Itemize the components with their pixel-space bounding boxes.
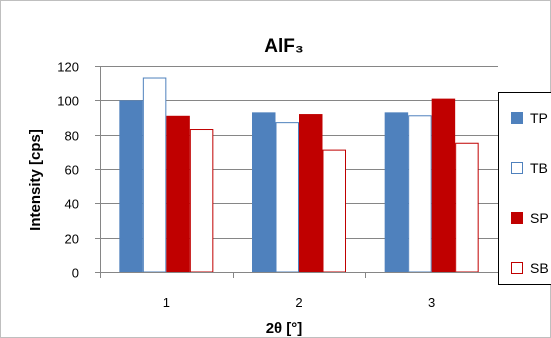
chart-title: AlF₃ xyxy=(264,36,303,57)
bars xyxy=(119,77,479,273)
x-tick-label: 2 xyxy=(295,295,302,310)
legend-label-tb: TB xyxy=(530,160,548,176)
y-tick-label: 80 xyxy=(65,129,79,144)
bar-sb xyxy=(189,129,214,273)
bar-sp xyxy=(299,114,323,272)
x-axis-title: 2θ [°] xyxy=(266,320,303,337)
y-tick-label: 100 xyxy=(57,94,79,109)
legend-swatch-sb xyxy=(511,262,523,274)
bar-sb xyxy=(322,149,346,273)
bar-sp xyxy=(431,98,456,272)
legend-label-sb: SB xyxy=(530,260,549,276)
bar-sp xyxy=(166,115,190,273)
bar-tb xyxy=(142,77,167,273)
bar-sb xyxy=(455,142,479,273)
y-tick-label: 60 xyxy=(65,163,79,178)
legend-swatch-tp xyxy=(511,112,523,124)
bar-tb xyxy=(275,122,299,273)
y-tick-label: 120 xyxy=(57,60,79,75)
legend-box xyxy=(498,92,551,285)
legend-swatch-sp xyxy=(511,212,523,224)
bar-tp xyxy=(384,112,409,272)
bar-tp xyxy=(119,100,143,272)
y-tick-label: 20 xyxy=(65,232,79,247)
bar-tb xyxy=(408,115,432,273)
y-tick-label: 40 xyxy=(65,197,79,212)
legend-label-tp: TP xyxy=(530,110,548,126)
legend-label-sp: SP xyxy=(530,210,549,226)
bar-tp xyxy=(252,112,276,272)
y-axis-title: Intensity [cps] xyxy=(27,129,44,231)
x-tick-label: 3 xyxy=(428,295,435,310)
x-tick-label: 1 xyxy=(163,295,170,310)
tick-labels: 0 20 40 60 80 100 120 1 2 3 xyxy=(57,60,435,311)
y-tick-label: 0 xyxy=(72,266,79,281)
legend: TP TB SP SB xyxy=(498,92,551,285)
legend-swatch-tb xyxy=(511,162,523,174)
